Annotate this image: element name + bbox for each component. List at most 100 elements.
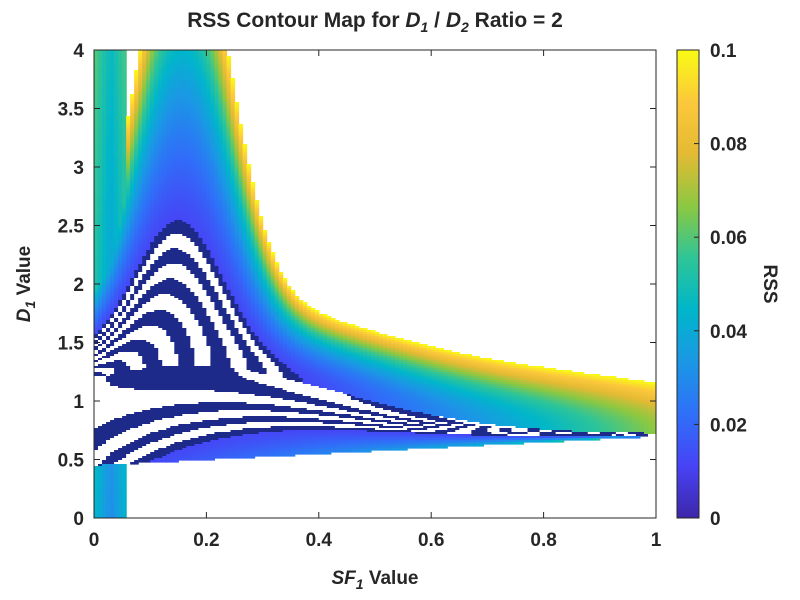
contour-cell bbox=[214, 90, 220, 93]
contour-cell bbox=[230, 78, 236, 81]
contour-cell bbox=[194, 52, 199, 55]
contour-cell bbox=[118, 70, 123, 73]
contour-cell bbox=[218, 86, 224, 89]
contour-cell bbox=[98, 58, 103, 61]
contour-cell bbox=[150, 72, 155, 75]
contour-cell bbox=[190, 62, 195, 65]
contour-cell bbox=[170, 98, 175, 101]
contour-cell bbox=[98, 108, 103, 111]
contour-cell bbox=[182, 96, 187, 99]
contour-cell bbox=[122, 120, 127, 123]
contour-cell bbox=[170, 120, 175, 123]
contour-cell bbox=[118, 88, 123, 91]
contour-cell bbox=[206, 118, 212, 121]
contour-cell bbox=[182, 112, 187, 115]
contour-cell bbox=[118, 62, 123, 65]
contour-cell bbox=[226, 76, 232, 79]
contour-cell bbox=[198, 120, 203, 123]
contour-cell bbox=[170, 64, 175, 67]
contour-cell bbox=[146, 50, 151, 53]
contour-cell bbox=[110, 76, 115, 79]
contour-cell bbox=[158, 76, 163, 79]
contour-cell bbox=[170, 80, 175, 83]
contour-cell bbox=[170, 92, 175, 95]
contour-cell bbox=[226, 78, 232, 81]
contour-cell bbox=[202, 64, 207, 67]
contour-cell bbox=[198, 106, 203, 109]
contour-cell bbox=[202, 52, 207, 55]
contour-cell bbox=[106, 100, 111, 103]
contour-cell bbox=[154, 64, 159, 67]
contour-cell bbox=[166, 70, 171, 73]
contour-cell bbox=[170, 108, 175, 111]
contour-cell bbox=[194, 94, 199, 97]
contour-cell bbox=[202, 114, 207, 117]
contour-cell bbox=[154, 116, 159, 119]
contour-cell bbox=[154, 76, 159, 79]
contour-cell bbox=[158, 88, 163, 91]
contour-cell bbox=[142, 94, 147, 97]
contour-cell bbox=[166, 50, 171, 53]
contour-cell bbox=[98, 56, 103, 59]
contour-cell bbox=[226, 72, 232, 75]
contour-cell bbox=[186, 104, 191, 107]
contour-cell bbox=[178, 74, 183, 77]
contour-cell bbox=[94, 108, 99, 111]
contour-cell bbox=[178, 110, 183, 113]
contour-cell bbox=[114, 70, 119, 73]
contour-cell bbox=[190, 58, 195, 61]
contour-cell bbox=[186, 86, 191, 89]
contour-cell bbox=[230, 116, 236, 119]
contour-cell bbox=[226, 84, 232, 87]
contour-cell bbox=[134, 70, 139, 73]
contour-cell bbox=[106, 66, 111, 69]
contour-cell bbox=[146, 92, 151, 95]
contour-cell bbox=[170, 72, 175, 75]
contour-cell bbox=[174, 76, 179, 79]
contour-cell bbox=[206, 56, 212, 59]
contour-cell bbox=[118, 76, 123, 79]
contour-cell bbox=[106, 56, 111, 59]
contour-cell bbox=[130, 114, 135, 117]
contour-cell bbox=[110, 110, 115, 113]
contour-cell bbox=[222, 108, 228, 111]
contour-cell bbox=[178, 114, 183, 117]
contour-cell bbox=[106, 80, 111, 83]
contour-cell bbox=[194, 56, 199, 59]
contour-cell bbox=[142, 110, 147, 113]
contour-cell bbox=[190, 114, 195, 117]
contour-cell bbox=[154, 108, 159, 111]
contour-cell bbox=[94, 76, 99, 79]
contour-cell bbox=[166, 84, 171, 87]
contour-cell bbox=[114, 74, 119, 77]
contour-cell bbox=[98, 106, 103, 109]
contour-cell bbox=[138, 120, 143, 123]
contour-cell bbox=[170, 76, 175, 79]
contour-cell bbox=[122, 60, 127, 63]
contour-cell bbox=[102, 120, 107, 123]
contour-cell bbox=[202, 100, 207, 103]
contour-cell bbox=[114, 118, 119, 121]
contour-cell bbox=[174, 70, 179, 73]
contour-cell bbox=[94, 72, 99, 75]
contour-cell bbox=[106, 112, 111, 115]
contour-cell bbox=[166, 98, 171, 101]
contour-cell bbox=[166, 114, 171, 117]
contour-cell bbox=[182, 118, 187, 121]
contour-cell bbox=[118, 104, 123, 107]
contour-cell bbox=[198, 102, 203, 105]
contour-cell bbox=[226, 86, 232, 89]
contour-cell bbox=[210, 100, 216, 103]
contour-cell bbox=[194, 92, 199, 95]
contour-cell bbox=[122, 96, 127, 99]
contour-cell bbox=[214, 88, 220, 91]
contour-cell bbox=[146, 106, 151, 109]
contour-cell bbox=[94, 122, 99, 125]
contour-cell bbox=[214, 74, 220, 77]
contour-cell bbox=[186, 68, 191, 71]
contour-cell bbox=[134, 110, 139, 113]
contour-cell bbox=[206, 90, 212, 93]
contour-cell bbox=[134, 80, 139, 83]
contour-cell bbox=[194, 72, 199, 75]
contour-cell bbox=[206, 58, 212, 61]
